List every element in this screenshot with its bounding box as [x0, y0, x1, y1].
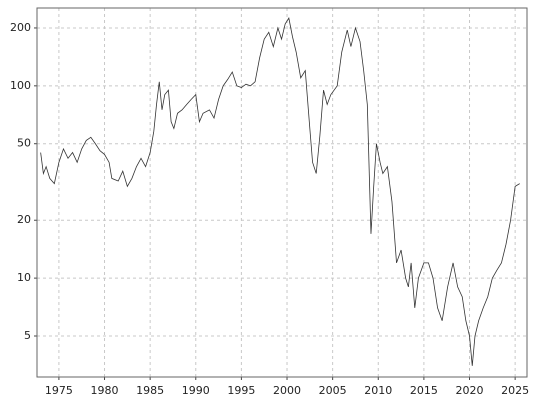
y-tick-label: 5	[24, 329, 31, 342]
plot-frame	[36, 7, 528, 378]
x-tick-label: 1975	[45, 384, 73, 397]
y-tick-label: 20	[17, 213, 31, 226]
x-tick-label: 2020	[456, 384, 484, 397]
x-tick-label: 2000	[273, 384, 301, 397]
y-tick-label: 100	[10, 79, 31, 92]
x-tick-label: 2010	[364, 384, 392, 397]
x-tick-label: 2005	[319, 384, 347, 397]
y-tick-label: 10	[17, 271, 31, 284]
y-tick-label: 50	[17, 137, 31, 150]
x-tick-label: 2025	[501, 384, 529, 397]
x-tick-label: 1980	[91, 384, 119, 397]
x-tick-label: 1995	[227, 384, 255, 397]
price-line	[40, 17, 520, 366]
y-tick-label: 200	[10, 21, 31, 34]
x-tick-label: 1985	[136, 384, 164, 397]
x-tick-label: 2015	[410, 384, 438, 397]
x-tick-label: 1990	[182, 384, 210, 397]
